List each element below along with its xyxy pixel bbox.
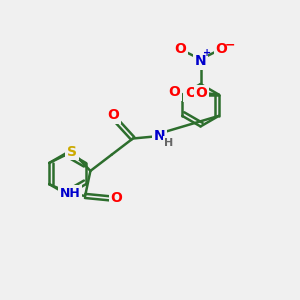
Text: O: O — [168, 85, 180, 99]
Text: +: + — [203, 48, 211, 59]
Text: N: N — [154, 129, 165, 142]
Text: O: O — [107, 108, 119, 122]
Text: O: O — [111, 191, 123, 205]
Text: H: H — [164, 138, 174, 148]
Text: O: O — [195, 86, 207, 100]
Text: O: O — [185, 86, 197, 100]
Text: S: S — [67, 145, 77, 159]
Text: O: O — [174, 42, 186, 56]
Text: −: − — [225, 39, 235, 52]
Text: N: N — [195, 54, 206, 68]
Text: NH: NH — [60, 187, 81, 200]
Text: O: O — [215, 42, 227, 56]
